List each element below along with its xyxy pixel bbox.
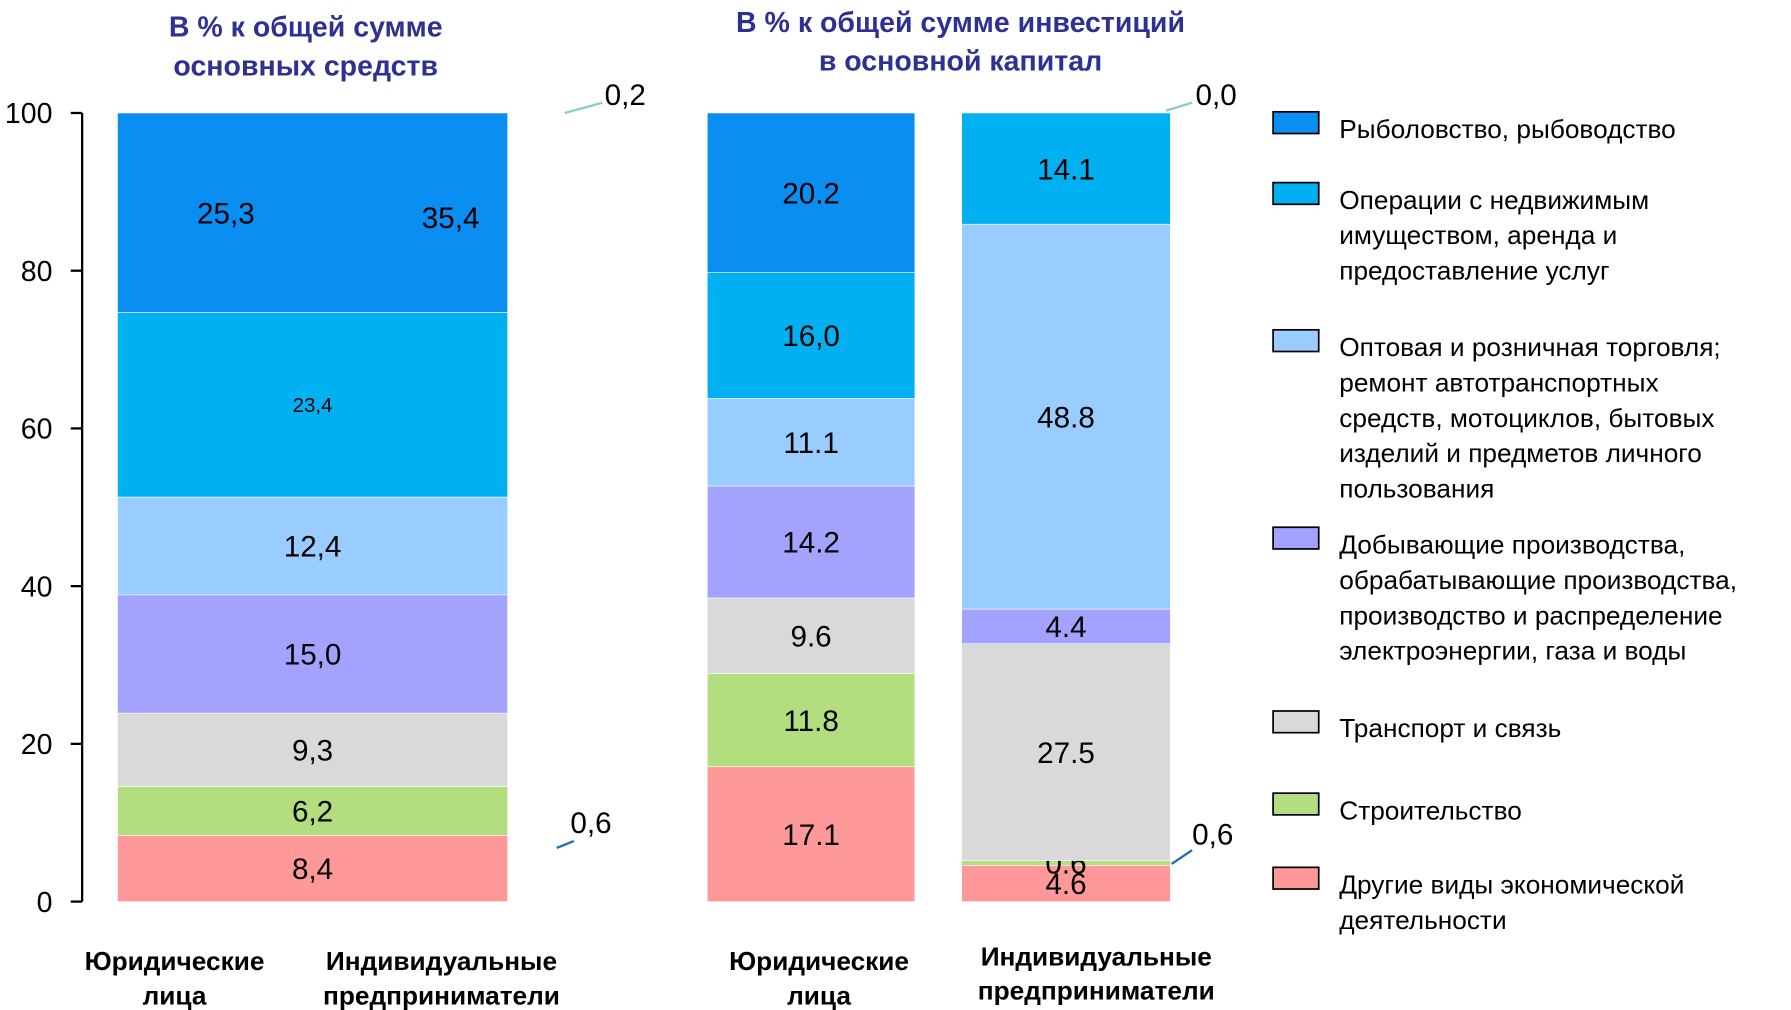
legend-label: Другие виды экономической деятельности bbox=[1339, 870, 1684, 935]
bar-segment bbox=[117, 496, 508, 596]
value-label: 17.1 bbox=[782, 819, 840, 852]
bar-segment bbox=[117, 712, 508, 787]
value-label: 48.8 bbox=[1037, 401, 1095, 434]
bar-segment bbox=[961, 608, 1171, 644]
annotation: 0,6 bbox=[570, 807, 611, 840]
value-label: 11.8 bbox=[783, 705, 839, 738]
x-tick-label: Юридические лица bbox=[85, 946, 265, 1010]
bar-segment bbox=[961, 223, 1171, 610]
x-tick-label: Юридические лица bbox=[729, 946, 909, 1010]
legend-swatch bbox=[1272, 792, 1320, 816]
value-label: 27.5 bbox=[1037, 737, 1095, 770]
bar-segment bbox=[117, 112, 508, 313]
value-label: 15,0 bbox=[284, 639, 342, 672]
chart-title: В % к общей сумме инвестиций в основной к… bbox=[736, 7, 1185, 78]
bar-segment bbox=[706, 673, 916, 768]
bar-segment bbox=[117, 835, 508, 902]
bar-segment bbox=[706, 112, 916, 273]
legend-label: Оптовая и розничная торговля; ремонт авто… bbox=[1339, 332, 1720, 504]
y-tick-label: 100 bbox=[5, 98, 53, 130]
bar-segment bbox=[706, 766, 916, 902]
bar-segment bbox=[706, 398, 916, 487]
legend-swatch bbox=[1272, 526, 1320, 550]
y-tick-label: 80 bbox=[21, 256, 53, 288]
value-label: 0,0 bbox=[1196, 79, 1237, 112]
bar-segment bbox=[706, 597, 916, 674]
bar-segment bbox=[706, 485, 916, 599]
value-label: 9,3 bbox=[292, 734, 333, 767]
x-tick-label: Индивидуальные предприниматели bbox=[978, 941, 1215, 1005]
y-tick-label: 0 bbox=[37, 887, 53, 919]
value-label: 12,4 bbox=[284, 531, 342, 564]
callout-line bbox=[1165, 101, 1193, 112]
value-label: 20.2 bbox=[782, 177, 840, 210]
legend-swatch bbox=[1272, 181, 1320, 206]
legend-label: Транспорт и связь bbox=[1339, 713, 1561, 743]
y-tick-label: 40 bbox=[21, 571, 53, 603]
value-label: 16,0 bbox=[782, 320, 840, 353]
annotation: 0,2 bbox=[605, 79, 646, 112]
value-label: 9.6 bbox=[790, 621, 831, 654]
bar-segment bbox=[706, 271, 916, 399]
annotation: 35,4 bbox=[422, 202, 480, 235]
legend-swatch bbox=[1272, 328, 1320, 353]
legend-label: Добывающие производства, обрабатывающие п… bbox=[1339, 529, 1737, 665]
legend-swatch bbox=[1272, 710, 1320, 734]
y-tick-label: 20 bbox=[21, 729, 53, 761]
value-label: 11.1 bbox=[783, 427, 839, 460]
legend-swatch bbox=[1272, 866, 1320, 890]
value-label: 8,4 bbox=[292, 853, 333, 886]
legend-label: Строительство bbox=[1339, 795, 1522, 825]
value-label: 4.6 bbox=[1045, 868, 1086, 901]
chart-title: В % к общей сумме основных средств bbox=[169, 12, 443, 83]
value-label: 14.2 bbox=[782, 527, 840, 560]
bar-segment bbox=[961, 865, 1171, 902]
legend-label: Операции с недвижимым имуществом, аренда … bbox=[1339, 185, 1649, 286]
bar-segment bbox=[961, 112, 1171, 225]
x-tick-label: Индивидуальные предприниматели bbox=[323, 946, 560, 1010]
bar-segment bbox=[117, 786, 508, 836]
y-tick-label: 60 bbox=[21, 414, 53, 446]
legend-label: Рыболовство, рыбоводство bbox=[1339, 114, 1676, 144]
callout-line bbox=[564, 101, 603, 115]
value-label: 4.4 bbox=[1045, 611, 1086, 644]
bar-segment bbox=[117, 594, 508, 714]
legend-swatch bbox=[1272, 110, 1320, 135]
bar-segment bbox=[117, 312, 508, 498]
callout-line bbox=[1170, 849, 1193, 865]
value-label: 6,2 bbox=[292, 796, 333, 829]
value-label: 14.1 bbox=[1037, 153, 1095, 186]
callout-line bbox=[556, 840, 575, 850]
value-label: 23,4 bbox=[293, 394, 333, 417]
annotation: 0,6 bbox=[1192, 819, 1233, 852]
value-label: 25,3 bbox=[197, 197, 255, 230]
